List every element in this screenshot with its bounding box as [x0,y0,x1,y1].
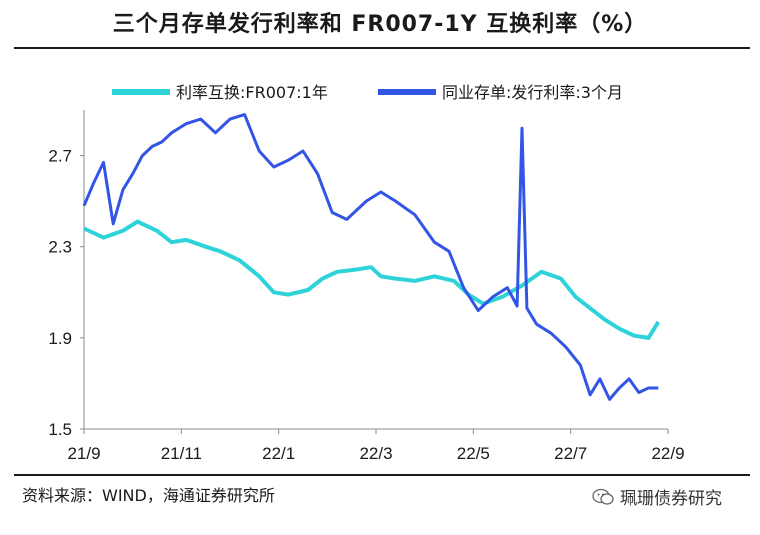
x-tick-label: 22/7 [554,444,587,463]
source-note: 资料来源：WIND，海通证券研究所 [22,486,275,505]
chart-canvas: 利率互换:FR007:1年 同业存单:发行利率:3个月 2.7 2.3 1.9 1.5… [48,83,685,463]
legend: 利率互换:FR007:1年 同业存单:发行利率:3个月 [112,83,623,102]
series-line-swap-rate [83,219,661,340]
series-group [82,113,661,401]
x-tick-label: 22/5 [457,444,490,463]
y-tick-label: 2.7 [48,147,72,166]
watermark-text: 珮珊债券研究 [620,489,722,509]
y-tick-label: 2.3 [48,238,72,257]
footer-rule [14,474,750,476]
x-ticks: 21/9 21/11 22/1 22/3 22/5 22/7 22/9 [67,429,685,463]
x-tick-label: 22/3 [359,444,392,463]
x-tick-label: 21/11 [161,444,202,463]
series-line-ncd-rate [82,113,659,401]
y-tick-label: 1.9 [48,329,72,348]
y-tick-label: 1.5 [48,420,72,439]
legend-label-swap: 利率互换:FR007:1年 [176,83,328,102]
title-rule [14,47,750,49]
x-tick-label: 21/9 [67,444,100,463]
x-tick-label: 22/9 [651,444,684,463]
watermark: 珮珊债券研究 [592,484,722,509]
legend-label-ncd: 同业存单:发行利率:3个月 [442,83,623,102]
chart-title: 三个月存单发行利率和 FR007-1Y 互换利率（%） [112,12,648,37]
x-tick-label: 22/1 [262,444,295,463]
wechat-icon [592,488,614,505]
y-ticks: 2.7 2.3 1.9 1.5 [48,147,84,439]
